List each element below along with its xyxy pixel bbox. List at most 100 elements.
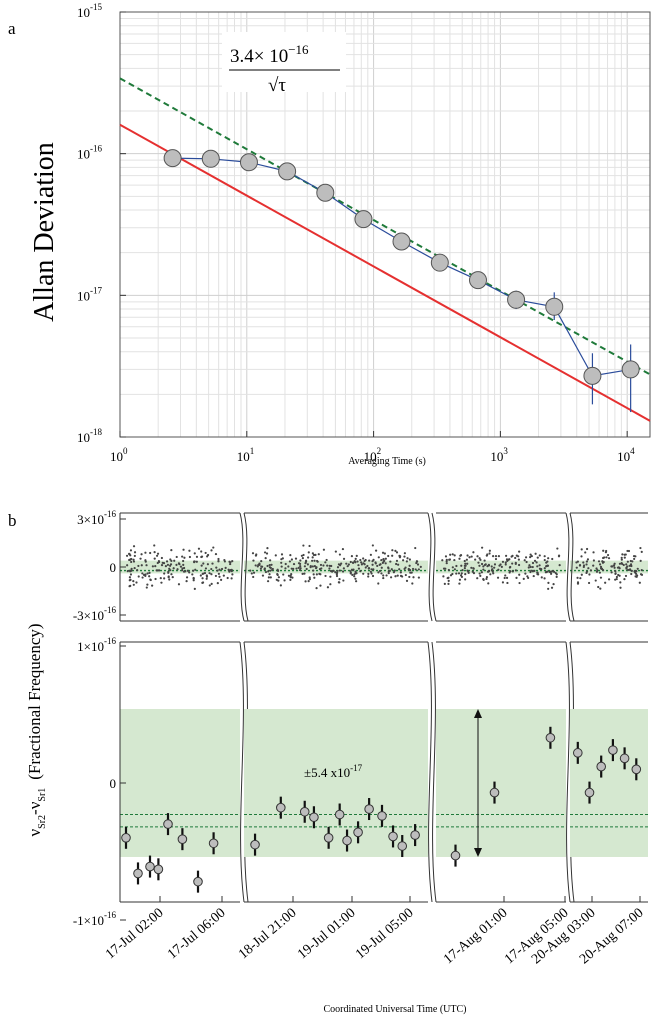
x-tick-label-a: 103 <box>490 446 508 464</box>
top-scatter-point <box>390 568 393 571</box>
top-scatter-point <box>377 556 380 559</box>
top-scatter-point <box>497 555 501 558</box>
top-scatter-point <box>315 587 318 590</box>
top-scatter-point <box>360 563 363 566</box>
top-scatter-point <box>312 553 316 557</box>
top-scatter-point <box>289 576 292 579</box>
top-scatter-point <box>299 567 302 570</box>
top-scatter-point <box>535 561 538 564</box>
top-scatter-point <box>398 556 402 559</box>
top-scatter-point <box>518 581 521 585</box>
data-point-b <box>489 787 500 798</box>
top-scatter-point <box>208 584 211 587</box>
top-scatter-point <box>578 563 582 567</box>
top-scatter-point <box>311 559 314 562</box>
top-scatter-point <box>329 569 333 573</box>
top-scatter-point <box>622 563 625 567</box>
top-scatter-point <box>164 565 167 568</box>
break-mark <box>239 512 245 622</box>
top-scatter-point <box>543 577 546 580</box>
data-point-a <box>278 162 297 181</box>
svg-text:νSr2-νSr1(Fractional Frequency: νSr2-νSr1(Fractional Frequency) <box>25 623 48 836</box>
top-scatter-point <box>261 574 265 577</box>
top-scatter-point <box>477 561 480 564</box>
top-scatter-point <box>584 551 587 554</box>
data-point-a <box>469 271 488 290</box>
top-scatter-point <box>618 574 621 577</box>
top-scatter-point <box>188 571 191 574</box>
top-scatter-point <box>444 555 448 558</box>
data-point-b <box>334 809 345 820</box>
top-scatter-point <box>531 570 535 573</box>
x-axis-label-b: Coordinated Universal Time (UTC) <box>323 1004 466 1015</box>
top-scatter-point <box>639 573 643 576</box>
top-scatter-point <box>619 581 622 584</box>
top-scatter-point <box>543 555 546 558</box>
top-scatter-point <box>551 557 554 561</box>
top-scatter-point <box>206 555 209 558</box>
top-scatter-point <box>159 577 162 580</box>
top-scatter-point <box>514 562 517 565</box>
top-scatter-point <box>178 563 181 566</box>
top-scatter-point <box>151 584 154 587</box>
top-scatter-point <box>182 563 185 566</box>
top-scatter-point <box>639 546 642 550</box>
top-scatter-point <box>517 558 520 561</box>
top-scatter-point <box>369 553 372 556</box>
top-scatter-point <box>588 573 591 576</box>
top-scatter-point <box>387 572 390 575</box>
top-scatter-point <box>352 561 355 564</box>
top-scatter-point <box>403 552 406 555</box>
top-scatter-point <box>283 579 286 582</box>
break-mark <box>427 512 433 622</box>
top-scatter-point <box>279 584 282 587</box>
top-scatter-point <box>518 573 521 576</box>
top-scatter-point <box>381 561 384 564</box>
top-scatter-point <box>527 576 530 580</box>
top-scatter-point <box>192 569 195 572</box>
top-scatter-point <box>612 564 615 567</box>
top-scatter-point <box>311 565 314 568</box>
data-point-b <box>276 802 286 813</box>
top-scatter-point <box>626 549 629 553</box>
top-scatter-point <box>498 564 501 567</box>
x-tick-label-b: 18-Jul 21:00 <box>236 906 300 963</box>
top-scatter-point <box>319 584 322 587</box>
top-scatter-point <box>263 568 266 571</box>
top-scatter-point <box>494 555 498 558</box>
top-scatter-point <box>466 569 469 572</box>
top-scatter-point <box>186 569 189 572</box>
top-scatter-point <box>288 560 292 563</box>
top-scatter-point <box>367 572 370 575</box>
data-point-a <box>621 360 640 379</box>
top-scatter-point <box>346 565 349 568</box>
top-scatter-point <box>640 550 643 553</box>
top-scatter-point <box>155 569 158 572</box>
x-tick-label-b: 17-Jul 06:00 <box>165 906 229 963</box>
top-scatter-point <box>602 560 605 564</box>
top-scatter-point <box>417 568 420 571</box>
top-scatter-point <box>455 564 458 568</box>
top-scatter-point <box>328 564 331 567</box>
top-scatter-point <box>195 560 198 563</box>
top-scatter-point <box>370 572 373 575</box>
top-scatter-point <box>130 569 133 572</box>
top-scatter-point <box>464 578 467 581</box>
top-scatter-point <box>472 567 475 570</box>
top-scatter-point <box>298 568 302 572</box>
top-scatter-point <box>287 565 290 568</box>
top-scatter-point <box>258 562 261 565</box>
top-scatter-point <box>485 554 488 557</box>
data-point-b <box>342 835 352 846</box>
top-scatter-point <box>197 547 201 550</box>
top-scatter-point <box>585 571 588 575</box>
data-point-b <box>153 864 164 875</box>
top-scatter-point <box>460 572 463 575</box>
top-scatter-point <box>252 571 256 574</box>
x-axis-label-a: Averaging Time (s) <box>348 456 426 467</box>
top-scatter-point <box>129 578 132 581</box>
top-scatter-point <box>556 547 559 550</box>
top-scatter-point <box>540 576 543 579</box>
top-scatter-point <box>161 561 164 564</box>
